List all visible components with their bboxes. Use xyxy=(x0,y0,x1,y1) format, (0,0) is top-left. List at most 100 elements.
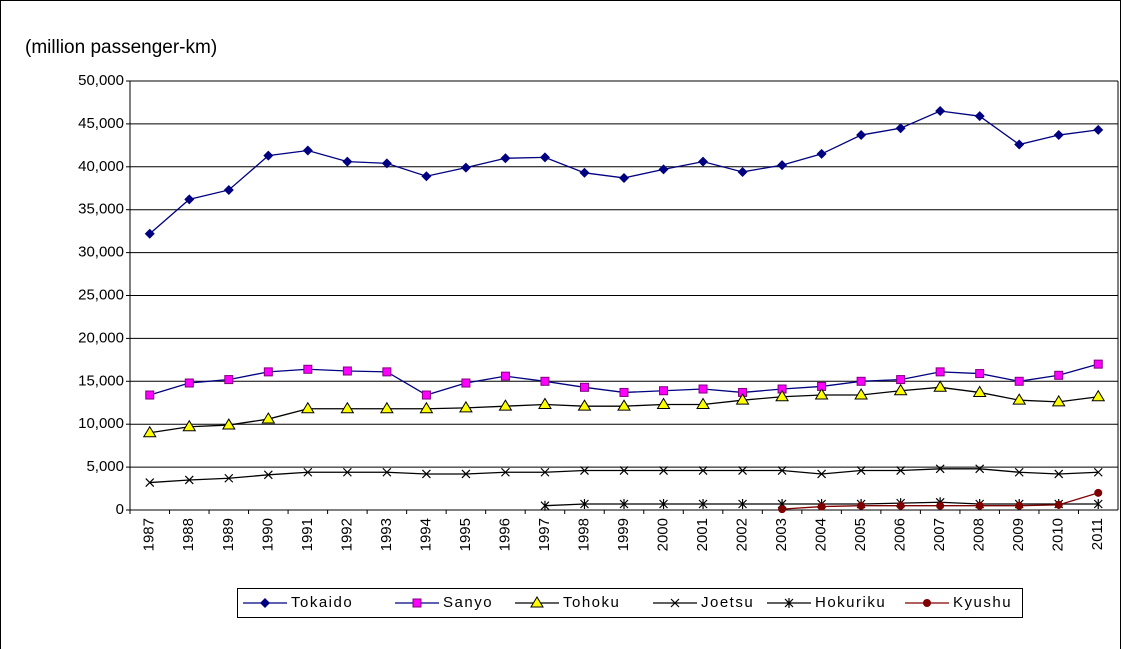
legend-marker xyxy=(923,599,931,607)
legend-marker xyxy=(412,598,422,608)
data-point xyxy=(379,401,394,414)
legend-marker xyxy=(670,598,680,608)
data-point xyxy=(1053,130,1064,141)
data-point xyxy=(933,380,948,392)
data-point xyxy=(857,501,866,510)
data-point xyxy=(658,164,669,175)
data-point xyxy=(382,367,392,377)
data-point xyxy=(975,369,985,379)
data-point xyxy=(342,366,352,376)
x-tick-label: 2011 xyxy=(1089,518,1106,550)
data-point xyxy=(1054,500,1063,509)
data-point xyxy=(735,393,750,405)
data-point xyxy=(659,386,669,396)
data-point xyxy=(777,160,788,171)
data-point xyxy=(261,412,276,424)
data-point xyxy=(698,156,709,167)
data-point xyxy=(263,150,274,161)
x-tick-label: 1988 xyxy=(180,518,197,551)
y-tick-label: 5,000 xyxy=(86,458,124,475)
data-point xyxy=(619,498,629,509)
legend: Tokaido Sanyo Tohoku Joetsu Hokuriku Kyushu xyxy=(237,588,1023,618)
data-point xyxy=(777,466,787,475)
x-tick-label: 1999 xyxy=(615,518,632,551)
data-point xyxy=(224,375,234,385)
data-point xyxy=(421,390,431,400)
data-point xyxy=(145,478,155,487)
data-point xyxy=(382,467,392,477)
data-point xyxy=(263,367,273,377)
data-point xyxy=(579,167,590,178)
legend-marker xyxy=(260,598,270,608)
data-point xyxy=(263,470,273,480)
data-point xyxy=(617,399,631,411)
data-point xyxy=(579,382,589,392)
data-point xyxy=(738,498,747,509)
y-tick-label: 10,000 xyxy=(78,415,124,432)
data-point xyxy=(698,498,708,509)
data-point xyxy=(381,158,392,169)
data-point xyxy=(935,106,946,117)
data-point xyxy=(182,419,197,432)
data-point xyxy=(302,145,313,156)
y-tick-label: 30,000 xyxy=(78,244,124,261)
data-point xyxy=(659,498,668,509)
data-point xyxy=(817,469,827,479)
data-point xyxy=(816,148,827,159)
data-point xyxy=(1012,393,1027,405)
data-point xyxy=(1093,359,1103,369)
data-point xyxy=(142,425,157,438)
x-tick-label: 2003 xyxy=(773,518,790,551)
data-point xyxy=(460,162,471,173)
x-tick-label: 1989 xyxy=(220,518,237,551)
x-tick-label: 2001 xyxy=(694,518,711,551)
data-point xyxy=(342,467,352,477)
data-point xyxy=(935,464,945,474)
data-point xyxy=(539,152,550,163)
data-point xyxy=(659,466,668,475)
data-point xyxy=(1054,469,1064,479)
x-tick-label: 2006 xyxy=(892,518,909,551)
data-point xyxy=(696,397,710,409)
data-point xyxy=(619,172,629,183)
data-point xyxy=(461,378,471,388)
legend-label: Joetsu xyxy=(701,594,754,611)
data-point xyxy=(775,389,789,402)
data-point xyxy=(936,501,945,510)
y-tick-label: 20,000 xyxy=(78,329,124,346)
legend-marker xyxy=(784,598,794,608)
data-point xyxy=(896,501,905,510)
data-point xyxy=(538,397,552,409)
y-tick-label: 35,000 xyxy=(78,201,124,218)
data-point xyxy=(580,498,589,509)
data-point xyxy=(698,466,708,475)
data-point xyxy=(1094,488,1103,497)
data-point xyxy=(459,400,473,413)
data-point xyxy=(184,378,194,388)
data-point xyxy=(1093,467,1103,477)
data-point xyxy=(856,376,866,386)
data-point xyxy=(501,467,510,477)
x-tick-label: 1990 xyxy=(259,518,276,551)
data-point xyxy=(972,385,987,397)
data-point xyxy=(935,367,945,377)
data-point xyxy=(1054,370,1064,380)
data-point xyxy=(340,401,355,414)
data-point xyxy=(221,418,236,430)
data-point xyxy=(737,166,748,177)
data-point xyxy=(184,475,194,485)
data-point xyxy=(223,184,234,195)
data-point xyxy=(421,171,432,182)
x-tick-label: 2002 xyxy=(734,518,751,551)
data-point xyxy=(738,466,747,475)
data-point xyxy=(854,388,869,400)
data-point xyxy=(540,376,550,386)
data-point xyxy=(974,111,985,122)
data-point xyxy=(342,156,353,167)
y-tick-label: 15,000 xyxy=(78,372,124,389)
x-tick-label: 2009 xyxy=(1010,518,1027,551)
x-tick-label: 1995 xyxy=(457,518,474,551)
legend-marker xyxy=(530,596,544,608)
data-point xyxy=(421,469,431,479)
